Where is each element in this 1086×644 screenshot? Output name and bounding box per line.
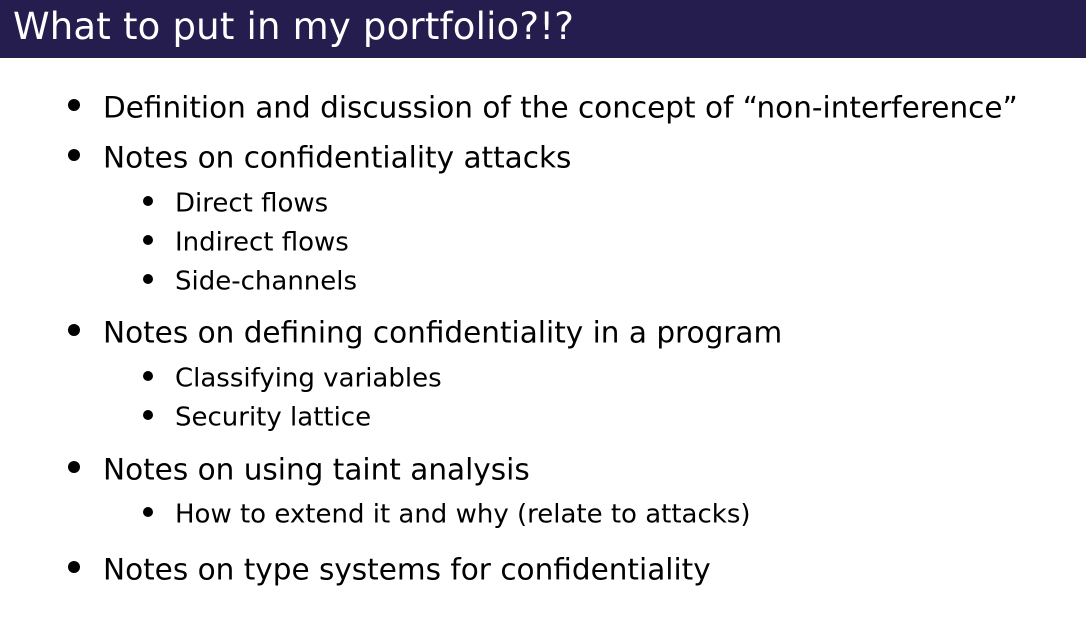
bullet-item-defining-confidentiality: Notes on defining confidentiality in a p… — [68, 313, 782, 351]
sub-bullet-text: How to extend it and why (relate to atta… — [175, 499, 751, 530]
sub-bullet-icon — [143, 234, 153, 245]
bullet-item-taint-analysis: Notes on using taint analysis — [68, 450, 530, 488]
bullet-text: Notes on using taint analysis — [103, 452, 530, 487]
sub-bullet-icon — [143, 370, 153, 381]
bullet-icon — [68, 460, 80, 473]
bullet-icon — [68, 98, 80, 111]
sub-bullet-text: Side-channels — [175, 266, 358, 297]
slide-header: What to put in my portfolio?!? — [0, 0, 1086, 58]
bullet-item-type-systems: Notes on type systems for confidentialit… — [68, 550, 711, 588]
sub-bullet-icon — [143, 273, 153, 284]
bullet-item-confidentiality-attacks: Notes on confidentiality attacks — [68, 138, 571, 176]
sub-bullet-item-extend-taint: How to extend it and why (relate to atta… — [143, 498, 751, 531]
bullet-item-non-interference: Definition and discussion of the concept… — [68, 88, 1018, 126]
sub-bullet-icon — [143, 506, 153, 517]
bullet-text: Notes on type systems for confidentialit… — [103, 552, 711, 587]
sub-bullet-item-direct-flows: Direct flows — [143, 187, 328, 220]
bullet-text: Definition and discussion of the concept… — [103, 90, 1018, 125]
bullet-icon — [68, 323, 80, 336]
sub-bullet-icon — [143, 409, 153, 420]
sub-bullet-text: Security lattice — [175, 402, 372, 433]
bullet-icon — [68, 148, 80, 161]
bullet-text: Notes on confidentiality attacks — [103, 140, 572, 175]
sub-bullet-text: Direct flows — [175, 188, 329, 219]
sub-bullet-item-classifying-variables: Classifying variables — [143, 362, 442, 395]
sub-bullet-item-side-channels: Side-channels — [143, 265, 357, 298]
sub-bullet-icon — [143, 195, 153, 206]
bullet-text: Notes on defining confidentiality in a p… — [103, 315, 783, 350]
slide-title: What to put in my portfolio?!? — [13, 5, 575, 48]
sub-bullet-item-indirect-flows: Indirect flows — [143, 226, 349, 259]
bullet-icon — [68, 560, 80, 573]
sub-bullet-item-security-lattice: Security lattice — [143, 401, 371, 434]
sub-bullet-text: Indirect flows — [175, 227, 349, 258]
sub-bullet-text: Classifying variables — [175, 363, 442, 394]
